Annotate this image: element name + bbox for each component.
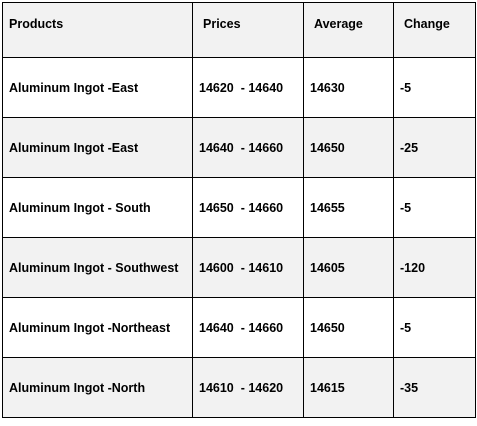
table-row: Aluminum Ingot - South 14650 - 14660 146…	[2, 177, 476, 238]
header-change: Change	[393, 2, 476, 58]
cell-change: -5	[393, 57, 476, 118]
cell-product: Aluminum Ingot -North	[2, 357, 193, 418]
table-row: Aluminum Ingot -North 14610 - 14620 1461…	[2, 357, 476, 418]
cell-change: -25	[393, 117, 476, 178]
cell-average: 14615	[303, 357, 394, 418]
table-row: Aluminum Ingot -East 14620 - 14640 14630…	[2, 57, 476, 118]
cell-product: Aluminum Ingot -East	[2, 57, 193, 118]
cell-change: -120	[393, 237, 476, 298]
cell-prices: 14600 - 14610	[192, 237, 304, 298]
cell-change: -35	[393, 357, 476, 418]
cell-product: Aluminum Ingot -Northeast	[2, 297, 193, 358]
cell-prices: 14640 - 14660	[192, 117, 304, 178]
cell-average: 14655	[303, 177, 394, 238]
header-products: Products	[2, 2, 193, 58]
cell-average: 14605	[303, 237, 394, 298]
cell-prices: 14620 - 14640	[192, 57, 304, 118]
cell-product: Aluminum Ingot - South	[2, 177, 193, 238]
header-prices: Prices	[192, 2, 304, 58]
cell-product: Aluminum Ingot - Southwest	[2, 237, 193, 298]
table-header: Products Prices Average Change	[2, 2, 476, 58]
cell-average: 14650	[303, 117, 394, 178]
aluminum-price-table: Products Prices Average Change Aluminum …	[2, 2, 476, 418]
cell-prices: 14640 - 14660	[192, 297, 304, 358]
table-body: Aluminum Ingot -East 14620 - 14640 14630…	[2, 57, 476, 418]
table-row: Aluminum Ingot -Northeast 14640 - 14660 …	[2, 297, 476, 358]
cell-prices: 14610 - 14620	[192, 357, 304, 418]
header-row: Products Prices Average Change	[2, 2, 476, 58]
cell-prices: 14650 - 14660	[192, 177, 304, 238]
cell-change: -5	[393, 297, 476, 358]
table-row: Aluminum Ingot - Southwest 14600 - 14610…	[2, 237, 476, 298]
cell-product: Aluminum Ingot -East	[2, 117, 193, 178]
cell-average: 14630	[303, 57, 394, 118]
cell-change: -5	[393, 177, 476, 238]
header-average: Average	[303, 2, 394, 58]
cell-average: 14650	[303, 297, 394, 358]
table-row: Aluminum Ingot -East 14640 - 14660 14650…	[2, 117, 476, 178]
